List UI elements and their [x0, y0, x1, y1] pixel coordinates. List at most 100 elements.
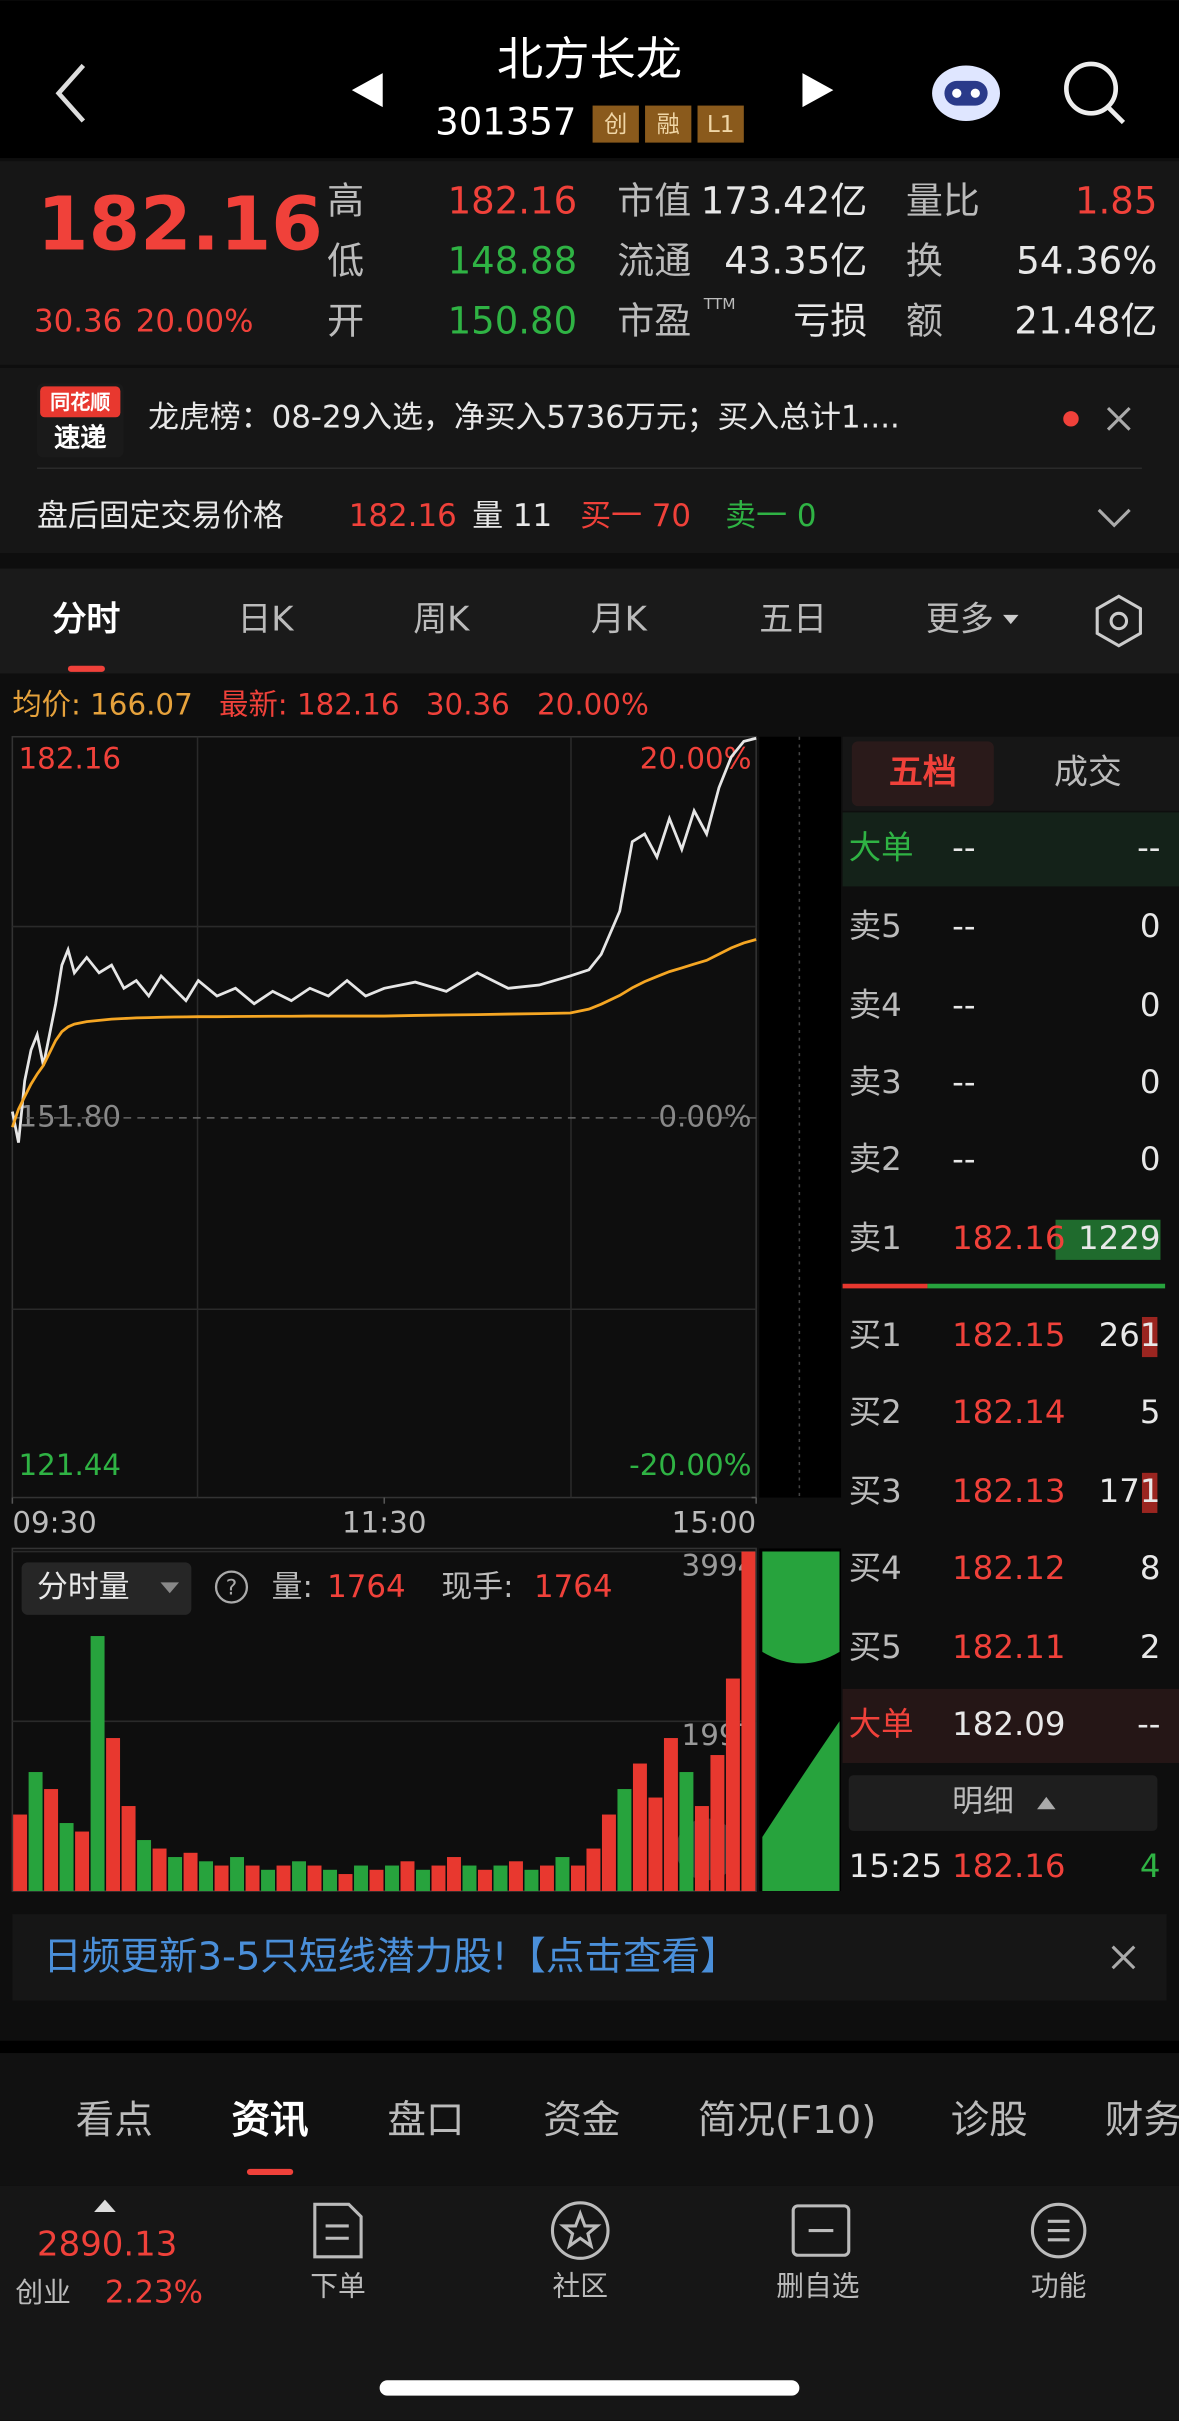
quote-bg	[0, 161, 1179, 365]
volume-bar	[338, 1874, 353, 1892]
volume-bar	[307, 1865, 322, 1892]
book-price: 182.14	[952, 1393, 1065, 1431]
volume-bar	[354, 1865, 368, 1892]
assistant-icon[interactable]	[932, 65, 1000, 122]
chart-tab[interactable]: 周K	[413, 600, 470, 640]
stat-label: 低	[327, 239, 364, 282]
volume-selector[interactable]: 分时量	[37, 1569, 130, 1605]
bottom-tab-indicator	[246, 2168, 294, 2175]
book-volume: 0	[1140, 1140, 1161, 1178]
book-tab[interactable]: 成交	[1054, 752, 1122, 792]
trade-time: 15:25	[849, 1847, 942, 1885]
book-volume: 0	[1140, 986, 1161, 1024]
bottom-tab[interactable]: 简况(F10)	[698, 2098, 876, 2143]
volume-bar	[385, 1865, 399, 1892]
close-icon[interactable]	[1106, 406, 1131, 431]
next-icon[interactable]	[802, 73, 834, 108]
price-change-pct: 20.00%	[136, 304, 254, 340]
book-tab[interactable]: 五档	[889, 752, 957, 792]
help-icon[interactable]	[214, 1570, 249, 1604]
stat-value: 54.36%	[1016, 239, 1157, 282]
trade-price: 182.16	[952, 1847, 1065, 1885]
chart-tab[interactable]: 五日	[759, 600, 827, 640]
stat-value: 173.42亿	[701, 179, 868, 222]
stat-label: 量比	[906, 179, 980, 222]
separator	[0, 2040, 1179, 2054]
prev-icon[interactable]	[351, 73, 383, 108]
chart-tab[interactable]: 月K	[591, 600, 648, 640]
book-price: --	[952, 1140, 975, 1178]
book-volume: --	[1137, 828, 1160, 866]
volume-bar	[539, 1865, 554, 1892]
volume-bar	[694, 1806, 709, 1892]
x-tick-label: 15:00	[672, 1505, 756, 1539]
bottom-tab[interactable]: 资金	[543, 2098, 620, 2143]
nav-item[interactable]: 社区	[552, 2270, 608, 2303]
selector-bg[interactable]	[21, 1562, 192, 1615]
index-value: 2890.13	[37, 2224, 177, 2264]
detail-button[interactable]: 明细	[952, 1784, 1014, 1820]
volume-bar	[152, 1848, 167, 1892]
stat-value: 150.80	[448, 300, 578, 343]
tag-bg	[592, 105, 639, 143]
book-label: 卖4	[849, 986, 902, 1024]
tab-indicator	[67, 665, 105, 672]
volume-bar	[13, 1814, 28, 1892]
after-hours-bid: 买一 70	[580, 498, 691, 534]
stat-value: 1.85	[1075, 179, 1157, 222]
after-hours-price: 182.16	[349, 498, 457, 534]
bottom-tab[interactable]: 资讯	[231, 2098, 308, 2143]
expand-icon[interactable]	[1097, 508, 1131, 528]
book-tab-active[interactable]	[851, 741, 994, 807]
chart-tab[interactable]: 更多	[926, 600, 994, 640]
ask-volume-bg	[1055, 1219, 1161, 1260]
book-volume: 261	[1099, 1316, 1161, 1354]
x-tick-label: 11:30	[342, 1505, 426, 1539]
book-price: --	[952, 986, 975, 1024]
bottom-tab[interactable]: 诊股	[951, 2098, 1028, 2143]
book-label: 卖5	[849, 907, 902, 945]
book-label: 卖1	[849, 1219, 902, 1257]
volume-bar	[663, 1738, 678, 1892]
nav-item[interactable]: 删自选	[776, 2270, 859, 2303]
stat-value: 43.35亿	[724, 239, 867, 282]
banner-close[interactable]	[1111, 1945, 1136, 1970]
stat-label: 高	[327, 179, 364, 222]
settings-icon[interactable]	[1095, 594, 1142, 648]
badge-text: 同花顺	[50, 390, 110, 414]
chart-tab[interactable]: 日K	[237, 600, 294, 640]
book-price: --	[952, 828, 975, 866]
volume-bar	[493, 1865, 508, 1892]
latest-change-pct: 20.00%	[537, 687, 649, 721]
y-tick-label: 121.44	[19, 1448, 122, 1482]
volume-frame	[11, 1547, 757, 1892]
hand-value: 1764	[534, 1569, 613, 1605]
chart-tab[interactable]: 分时	[52, 600, 120, 640]
bottom-tab[interactable]: 看点	[76, 2098, 153, 2143]
back-icon[interactable]	[55, 63, 86, 123]
volume-bar	[245, 1865, 260, 1892]
last-price: 182.16	[37, 182, 323, 268]
index-name: 创业	[15, 2276, 71, 2309]
more-caret	[1003, 614, 1019, 625]
nav-item[interactable]: 下单	[310, 2270, 366, 2303]
detail-bg[interactable]	[848, 1775, 1158, 1831]
banner-bg[interactable]	[12, 1914, 1167, 2001]
search-icon[interactable]	[1064, 61, 1126, 125]
bottom-tab[interactable]: 财务	[1105, 2098, 1179, 2143]
volume-bar	[447, 1857, 461, 1892]
nav-item[interactable]: 功能	[1031, 2270, 1087, 2303]
home-indicator	[379, 2380, 800, 2396]
help-glyph: ?	[226, 1576, 237, 1601]
stat-label: 市值	[617, 179, 691, 222]
notice-text[interactable]: 龙虎榜：08-29入选，净买入5736万元；买入总计1....	[148, 399, 900, 435]
volume-bar	[261, 1869, 276, 1892]
tag: 融	[657, 112, 680, 138]
bottom-tab[interactable]: 盘口	[387, 2098, 464, 2143]
volume-bar	[570, 1865, 585, 1892]
book-label: 买2	[849, 1393, 902, 1431]
promo-banner[interactable]: 日频更新3-5只短线潜力股!【点击查看】	[43, 1934, 738, 1979]
y2-tick-label: -20.00%	[629, 1448, 751, 1482]
book-label: 买5	[849, 1628, 902, 1666]
detail-caret	[1037, 1796, 1056, 1810]
